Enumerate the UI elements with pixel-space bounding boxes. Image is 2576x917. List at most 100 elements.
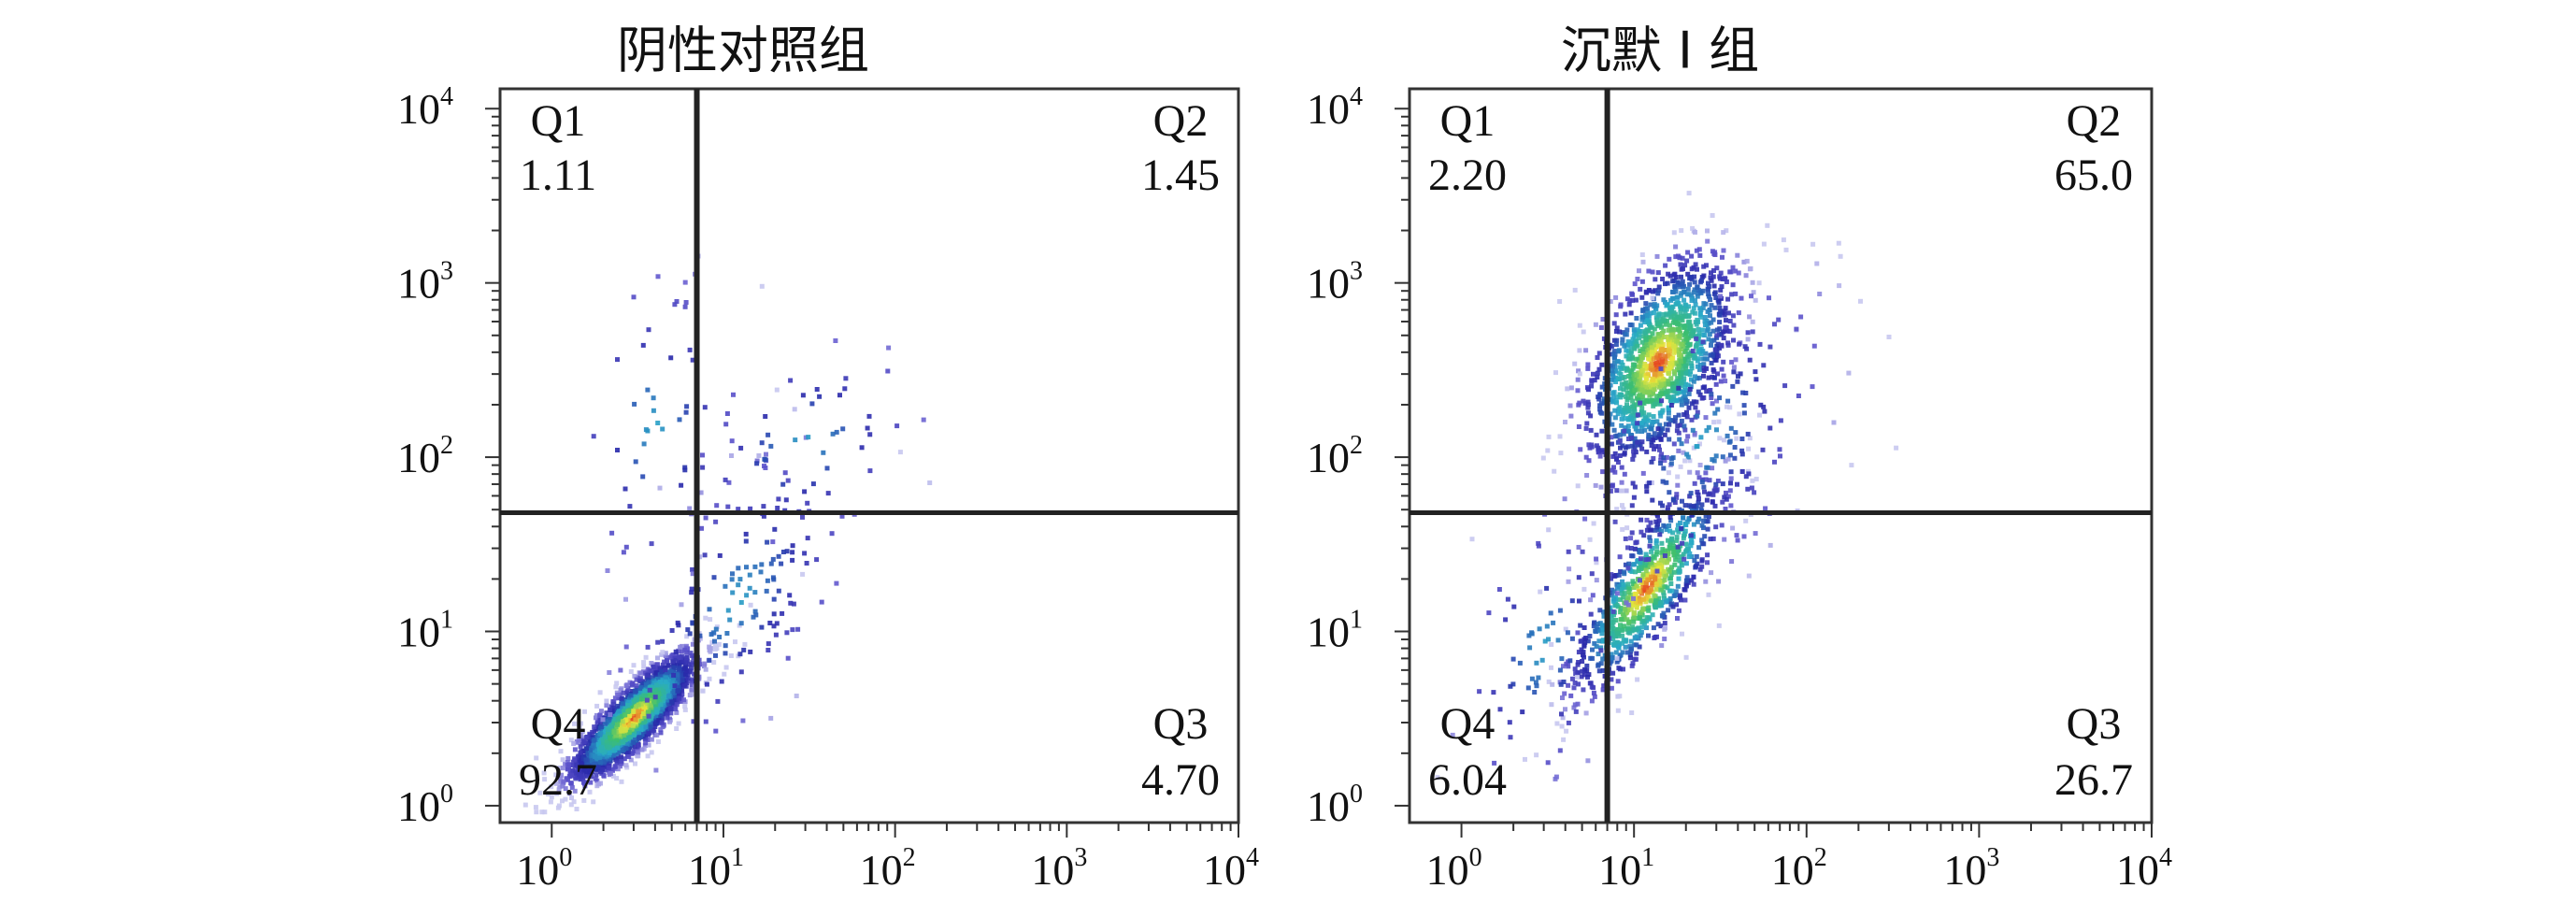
- data-point: [549, 784, 554, 790]
- data-point: [672, 681, 678, 686]
- data-point: [754, 461, 760, 466]
- data-point: [587, 789, 593, 795]
- data-point: [598, 709, 604, 714]
- data-point: [608, 733, 613, 738]
- data-point: [1580, 659, 1585, 664]
- data-point: [1652, 446, 1656, 451]
- data-point: [1665, 302, 1669, 308]
- data-point: [608, 724, 614, 729]
- data-point: [1638, 360, 1643, 365]
- data-point: [1561, 664, 1566, 669]
- data-point: [1696, 496, 1701, 502]
- data-point: [1718, 379, 1724, 384]
- data-point: [736, 566, 741, 571]
- data-point: [572, 721, 577, 726]
- data-point: [1638, 615, 1642, 621]
- data-point: [627, 741, 633, 747]
- data-point: [1677, 558, 1682, 564]
- data-point: [1689, 365, 1695, 371]
- data-point: [1610, 596, 1616, 602]
- data-point: [1739, 295, 1744, 301]
- data-point: [1679, 402, 1684, 408]
- data-point: [748, 602, 753, 608]
- data-point: [1715, 371, 1720, 377]
- data-point: [1652, 387, 1657, 393]
- data-point: [1695, 266, 1699, 272]
- data-point: [1721, 230, 1726, 236]
- data-point: [1581, 672, 1587, 678]
- data-point: [1679, 291, 1684, 296]
- data-point: [604, 698, 609, 704]
- data-point: [1646, 418, 1652, 423]
- data-point: [1600, 667, 1606, 673]
- data-point: [1783, 247, 1789, 252]
- data-point: [1552, 468, 1557, 474]
- data-point: [1676, 529, 1682, 535]
- data-point: [655, 639, 661, 645]
- data-point: [1610, 655, 1615, 660]
- data-point: [1676, 412, 1682, 418]
- data-point: [1628, 380, 1634, 386]
- data-point: [1625, 417, 1631, 423]
- data-point: [1678, 293, 1683, 298]
- data-point: [1628, 607, 1634, 612]
- data-point: [593, 748, 598, 753]
- data-point: [1652, 593, 1657, 598]
- data-point: [707, 657, 712, 663]
- data-point: [1714, 265, 1720, 271]
- data-point: [1600, 656, 1606, 662]
- data-point: [1578, 638, 1583, 644]
- data-point: [1646, 608, 1652, 613]
- data-point: [1658, 623, 1664, 629]
- data-point: [1661, 385, 1667, 391]
- data-point: [1659, 613, 1665, 619]
- data-point: [649, 541, 654, 547]
- data-point: [1651, 414, 1656, 419]
- data-point: [614, 760, 620, 766]
- data-point: [690, 357, 695, 363]
- data-point: [1596, 366, 1602, 372]
- data-point: [645, 387, 651, 393]
- data-point: [598, 721, 604, 726]
- data-point: [842, 386, 848, 392]
- data-point: [565, 767, 570, 772]
- data-point: [1670, 549, 1676, 554]
- data-point: [615, 767, 621, 772]
- data-point: [1630, 413, 1636, 419]
- data-point: [1653, 576, 1658, 581]
- data-point: [637, 722, 642, 727]
- data-point: [1621, 666, 1625, 672]
- data-point: [1650, 331, 1655, 337]
- data-point: [770, 575, 776, 580]
- data-point: [1730, 525, 1736, 531]
- data-point: [1683, 381, 1688, 387]
- data-point: [641, 721, 647, 726]
- data-point: [688, 668, 694, 674]
- data-point: [620, 719, 625, 724]
- data-point: [1632, 627, 1638, 633]
- data-point: [1671, 369, 1677, 375]
- data-point: [1649, 480, 1654, 485]
- data-point: [1706, 375, 1711, 380]
- data-point: [614, 734, 619, 739]
- data-point: [1630, 362, 1636, 367]
- data-point: [1695, 519, 1700, 524]
- data-point: [1737, 411, 1742, 417]
- data-point: [1682, 587, 1688, 593]
- data-point: [601, 738, 607, 743]
- data-point: [625, 703, 631, 708]
- data-point: [1697, 463, 1703, 467]
- data-point: [713, 626, 719, 632]
- data-point: [1577, 348, 1582, 353]
- data-point: [1672, 562, 1678, 567]
- data-point: [619, 696, 624, 701]
- data-point: [1711, 337, 1717, 343]
- y-tick-label: 103: [397, 257, 453, 308]
- data-point: [726, 480, 732, 485]
- data-point: [1576, 660, 1581, 665]
- data-point: [575, 775, 580, 781]
- data-point: [1633, 426, 1639, 432]
- data-point: [766, 432, 771, 437]
- data-point: [1637, 644, 1642, 650]
- data-point: [1563, 420, 1567, 424]
